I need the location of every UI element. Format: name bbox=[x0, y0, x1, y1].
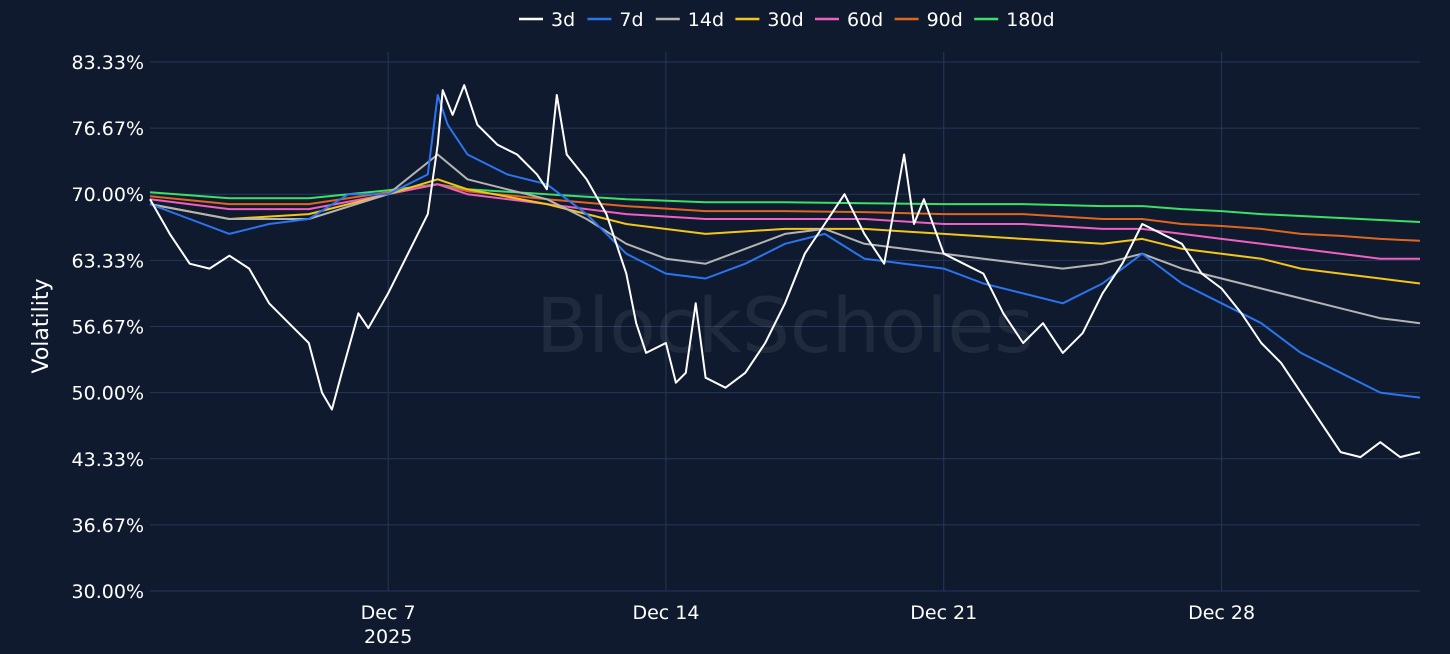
series-lines bbox=[149, 84, 1421, 459]
y-tick-label: 43.33% bbox=[72, 449, 144, 471]
y-tick-label: 36.67% bbox=[72, 515, 144, 537]
legend-label: 60d bbox=[847, 9, 883, 31]
legend-item-60d[interactable]: 60d bbox=[815, 9, 883, 31]
legend-item-180d[interactable]: 180d bbox=[974, 9, 1055, 31]
legend-label: 7d bbox=[619, 9, 643, 31]
x-tick-label: Dec 7 bbox=[361, 602, 416, 624]
series-line-30d bbox=[149, 178, 1421, 285]
y-tick-label: 63.33% bbox=[72, 250, 144, 272]
y-tick-label: 76.67% bbox=[72, 118, 144, 140]
y-tick-label: 83.33% bbox=[72, 52, 144, 74]
legend-label: 14d bbox=[688, 9, 724, 31]
y-tick-label: 56.67% bbox=[72, 316, 144, 338]
y-axis-label: Volatility bbox=[29, 278, 54, 373]
x-tick-sublabel: 2025 bbox=[364, 626, 412, 648]
series-line-7d bbox=[149, 94, 1421, 399]
x-tick-label: Dec 28 bbox=[1188, 602, 1255, 624]
x-tick-label: Dec 14 bbox=[632, 602, 699, 624]
watermark: BlockScholes bbox=[536, 281, 1034, 370]
legend-item-90d[interactable]: 90d bbox=[894, 9, 963, 31]
legend-item-3d[interactable]: 3d bbox=[519, 9, 575, 31]
legend-label: 30d bbox=[767, 9, 803, 31]
y-axis: 30.00% 36.67% 43.33% 50.00% 56.67% 63.33% 70.0… bbox=[72, 52, 144, 603]
y-tick-label: 50.00% bbox=[72, 383, 144, 405]
legend-label: 180d bbox=[1006, 9, 1054, 31]
legend-item-14d[interactable]: 14d bbox=[655, 9, 724, 31]
series-line-60d bbox=[149, 183, 1420, 260]
legend-item-7d[interactable]: 7d bbox=[587, 9, 644, 31]
grid-lines bbox=[150, 52, 1420, 592]
legend-label: 3d bbox=[551, 9, 575, 31]
x-tick-label: Dec 21 bbox=[910, 602, 977, 624]
series-line-3d bbox=[149, 84, 1421, 459]
legend-label: 90d bbox=[927, 9, 963, 31]
y-tick-label: 30.00% bbox=[72, 581, 144, 603]
legend[interactable]: 3d 7d 14d 30d 60d 90d 180d bbox=[519, 9, 1055, 31]
series-line-14d bbox=[149, 153, 1421, 325]
legend-item-30d[interactable]: 30d bbox=[735, 9, 804, 31]
y-tick-label: 70.00% bbox=[72, 184, 144, 206]
